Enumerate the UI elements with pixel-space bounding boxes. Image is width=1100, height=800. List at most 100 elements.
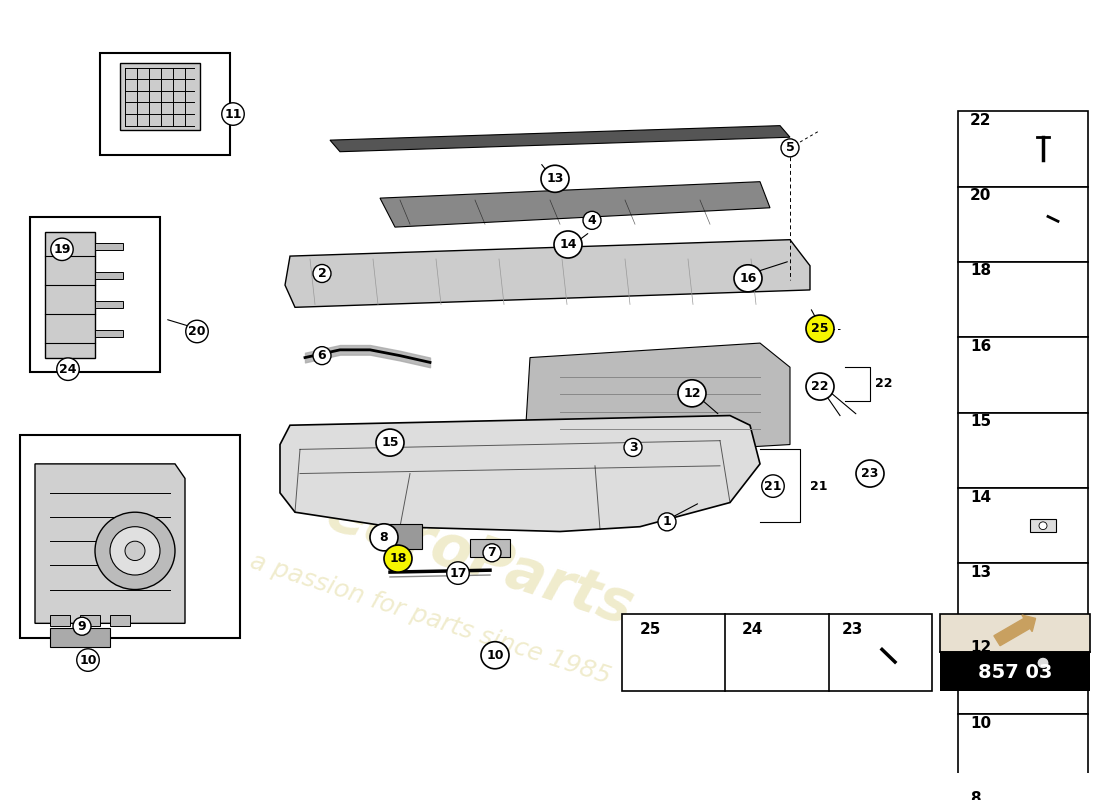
Bar — [470, 539, 510, 557]
Text: 13: 13 — [970, 565, 991, 580]
Text: 15: 15 — [970, 414, 991, 429]
Text: 20: 20 — [970, 188, 991, 203]
Text: 15: 15 — [382, 436, 398, 449]
Text: 8: 8 — [379, 531, 388, 544]
Circle shape — [125, 541, 145, 561]
Circle shape — [679, 651, 691, 663]
Bar — [958, 488, 1088, 563]
Bar — [95, 330, 123, 338]
Text: 857 03: 857 03 — [978, 663, 1053, 682]
Text: 22: 22 — [874, 377, 892, 390]
Polygon shape — [777, 646, 797, 669]
Text: 21: 21 — [764, 480, 782, 493]
Bar — [958, 790, 1088, 800]
Text: 13: 13 — [547, 172, 563, 186]
Circle shape — [95, 512, 175, 590]
Bar — [1031, 446, 1055, 455]
Text: 17: 17 — [449, 566, 466, 579]
Circle shape — [1037, 370, 1048, 380]
Text: 12: 12 — [683, 387, 701, 400]
Bar — [958, 338, 1088, 413]
Bar — [95, 271, 123, 279]
Polygon shape — [285, 240, 810, 307]
Polygon shape — [1034, 742, 1053, 762]
Circle shape — [672, 645, 698, 670]
Circle shape — [376, 429, 404, 456]
Circle shape — [554, 231, 582, 258]
Bar — [958, 563, 1088, 638]
Text: 22: 22 — [970, 113, 991, 128]
Circle shape — [1037, 746, 1048, 757]
Bar — [95, 242, 123, 250]
Text: 23: 23 — [842, 622, 864, 637]
Bar — [110, 614, 130, 626]
Text: 9: 9 — [78, 620, 86, 633]
Text: 22: 22 — [812, 380, 828, 393]
Bar — [379, 524, 422, 549]
Bar — [1030, 519, 1056, 533]
Text: 14: 14 — [970, 490, 991, 505]
Bar — [958, 111, 1088, 186]
Polygon shape — [280, 415, 760, 531]
Polygon shape — [45, 232, 95, 358]
Circle shape — [781, 651, 793, 663]
Bar — [958, 714, 1088, 790]
Bar — [958, 413, 1088, 488]
Text: 19: 19 — [53, 243, 70, 256]
Text: 4: 4 — [587, 214, 596, 227]
Bar — [1035, 593, 1050, 610]
Text: 23: 23 — [861, 467, 879, 480]
Circle shape — [541, 166, 569, 192]
Circle shape — [110, 526, 160, 575]
Text: 21: 21 — [810, 480, 827, 493]
Text: 5: 5 — [785, 142, 794, 154]
Text: 24: 24 — [59, 362, 77, 376]
Text: 16: 16 — [739, 272, 757, 285]
Text: 18: 18 — [970, 263, 991, 278]
Circle shape — [481, 642, 509, 669]
Text: 6: 6 — [318, 349, 327, 362]
Bar — [1034, 289, 1052, 310]
Text: 11: 11 — [224, 107, 242, 121]
Bar — [621, 614, 932, 691]
Circle shape — [1037, 657, 1049, 669]
Bar — [100, 53, 230, 154]
Text: 10: 10 — [486, 649, 504, 662]
Text: euroParts: euroParts — [319, 484, 641, 637]
Text: 8: 8 — [970, 791, 980, 800]
Circle shape — [856, 460, 884, 487]
Text: 2: 2 — [318, 267, 327, 280]
Bar — [50, 628, 110, 647]
Bar — [958, 262, 1088, 338]
Circle shape — [888, 651, 906, 669]
Text: 24: 24 — [742, 622, 763, 637]
Text: 10: 10 — [79, 654, 97, 666]
Bar — [120, 63, 200, 130]
Text: 18: 18 — [389, 552, 407, 565]
Text: 25: 25 — [812, 322, 828, 335]
Text: a passion for parts since 1985: a passion for parts since 1985 — [246, 549, 614, 688]
Text: 16: 16 — [970, 339, 991, 354]
Circle shape — [806, 315, 834, 342]
Circle shape — [893, 656, 901, 664]
Circle shape — [384, 545, 412, 572]
Bar — [940, 652, 1090, 691]
Text: 20: 20 — [188, 325, 206, 338]
Text: 10: 10 — [970, 716, 991, 730]
Text: 1: 1 — [662, 515, 671, 528]
Circle shape — [1040, 522, 1047, 530]
Bar — [958, 638, 1088, 714]
Bar — [50, 614, 70, 626]
Bar — [940, 614, 1090, 652]
Circle shape — [370, 524, 398, 551]
Text: 7: 7 — [487, 546, 496, 559]
Polygon shape — [379, 182, 770, 227]
Text: 12: 12 — [970, 640, 991, 655]
Circle shape — [734, 265, 762, 292]
Polygon shape — [35, 464, 185, 623]
Circle shape — [1025, 218, 1045, 238]
Bar — [30, 218, 159, 372]
Bar — [95, 301, 123, 308]
FancyArrow shape — [994, 615, 1035, 646]
Polygon shape — [525, 343, 790, 459]
